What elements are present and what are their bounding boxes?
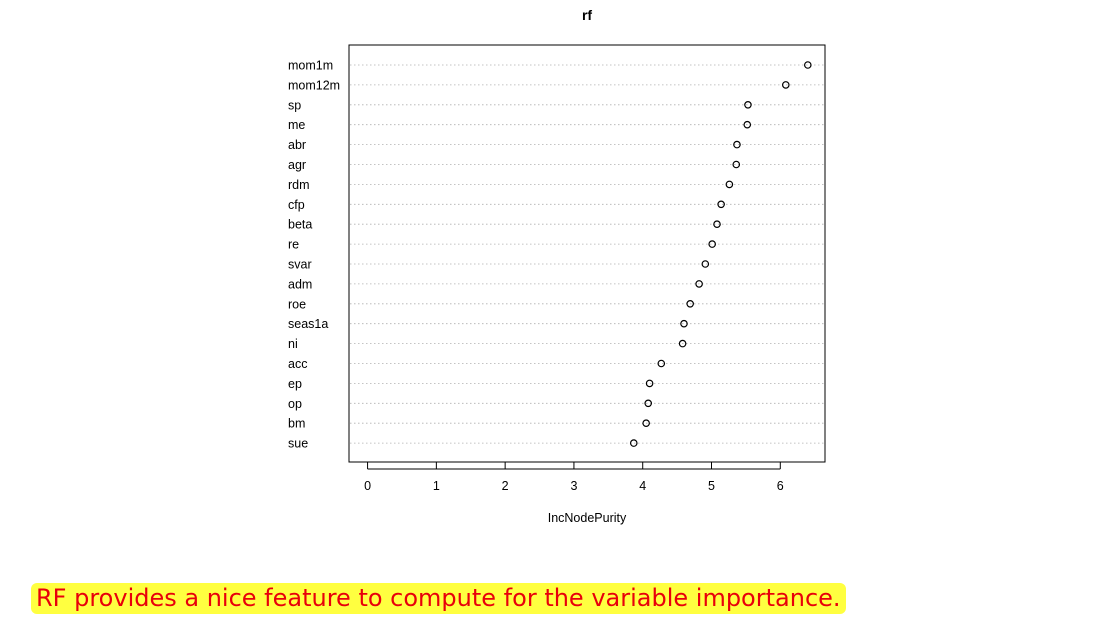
x-tick-label-2: 2	[502, 479, 509, 493]
label-svar: svar	[288, 258, 312, 272]
x-tick-label-6: 6	[777, 479, 784, 493]
point-adm	[695, 280, 703, 288]
label-me: me	[288, 118, 305, 132]
chart-title: rf	[582, 7, 592, 23]
point-sp	[744, 101, 752, 109]
point-acc	[657, 359, 666, 368]
plot-frame	[348, 44, 826, 463]
x-tick-label-4: 4	[639, 479, 646, 493]
label-sp: sp	[288, 98, 301, 112]
point-roe	[686, 299, 694, 308]
x-tick-label-5: 5	[708, 479, 715, 493]
point-ep	[645, 379, 654, 388]
point-seas1a	[680, 319, 688, 328]
label-roe: roe	[288, 297, 306, 311]
point-me	[743, 120, 752, 129]
label-re: re	[288, 238, 299, 252]
point-beta	[713, 220, 721, 229]
label-acc: acc	[288, 357, 307, 371]
label-op: op	[288, 397, 302, 411]
label-bm: bm	[288, 417, 305, 431]
label-cfp: cfp	[288, 198, 305, 212]
point-rdm	[725, 180, 734, 189]
point-mom12m	[781, 81, 790, 89]
x-tick-label-3: 3	[570, 479, 577, 493]
point-re	[708, 240, 716, 248]
point-cfp	[717, 200, 725, 209]
label-agr: agr	[288, 158, 306, 172]
x-tick-label-1: 1	[433, 479, 440, 493]
label-seas1a: seas1a	[288, 317, 328, 331]
point-agr	[732, 160, 741, 169]
label-mom12m: mom12m	[288, 78, 340, 92]
grid-layer	[350, 64, 824, 444]
x-axis-title: IncNodePurity	[548, 511, 627, 525]
label-rdm: rdm	[288, 178, 310, 192]
x-axis: 0 1 2 3 4 5 6	[364, 462, 784, 493]
label-mom1m: mom1m	[288, 59, 333, 73]
label-adm: adm	[288, 277, 312, 291]
slide-caption: RF provides a nice feature to compute fo…	[31, 583, 846, 614]
category-labels: mom1m mom12m sp me abr agr rdm cfp beta re svar adm…	[288, 59, 340, 451]
point-sue	[629, 439, 638, 447]
label-beta: beta	[288, 218, 312, 232]
label-abr: abr	[288, 138, 306, 152]
label-sue: sue	[288, 437, 308, 451]
point-mom1m	[804, 61, 812, 69]
label-ep: ep	[288, 377, 302, 391]
point-op	[644, 399, 653, 408]
x-tick-label-0: 0	[364, 479, 371, 493]
point-bm	[642, 419, 650, 428]
points-layer	[629, 61, 812, 447]
label-ni: ni	[288, 337, 298, 351]
point-svar	[701, 260, 710, 268]
point-ni	[678, 339, 687, 348]
point-abr	[733, 140, 741, 149]
